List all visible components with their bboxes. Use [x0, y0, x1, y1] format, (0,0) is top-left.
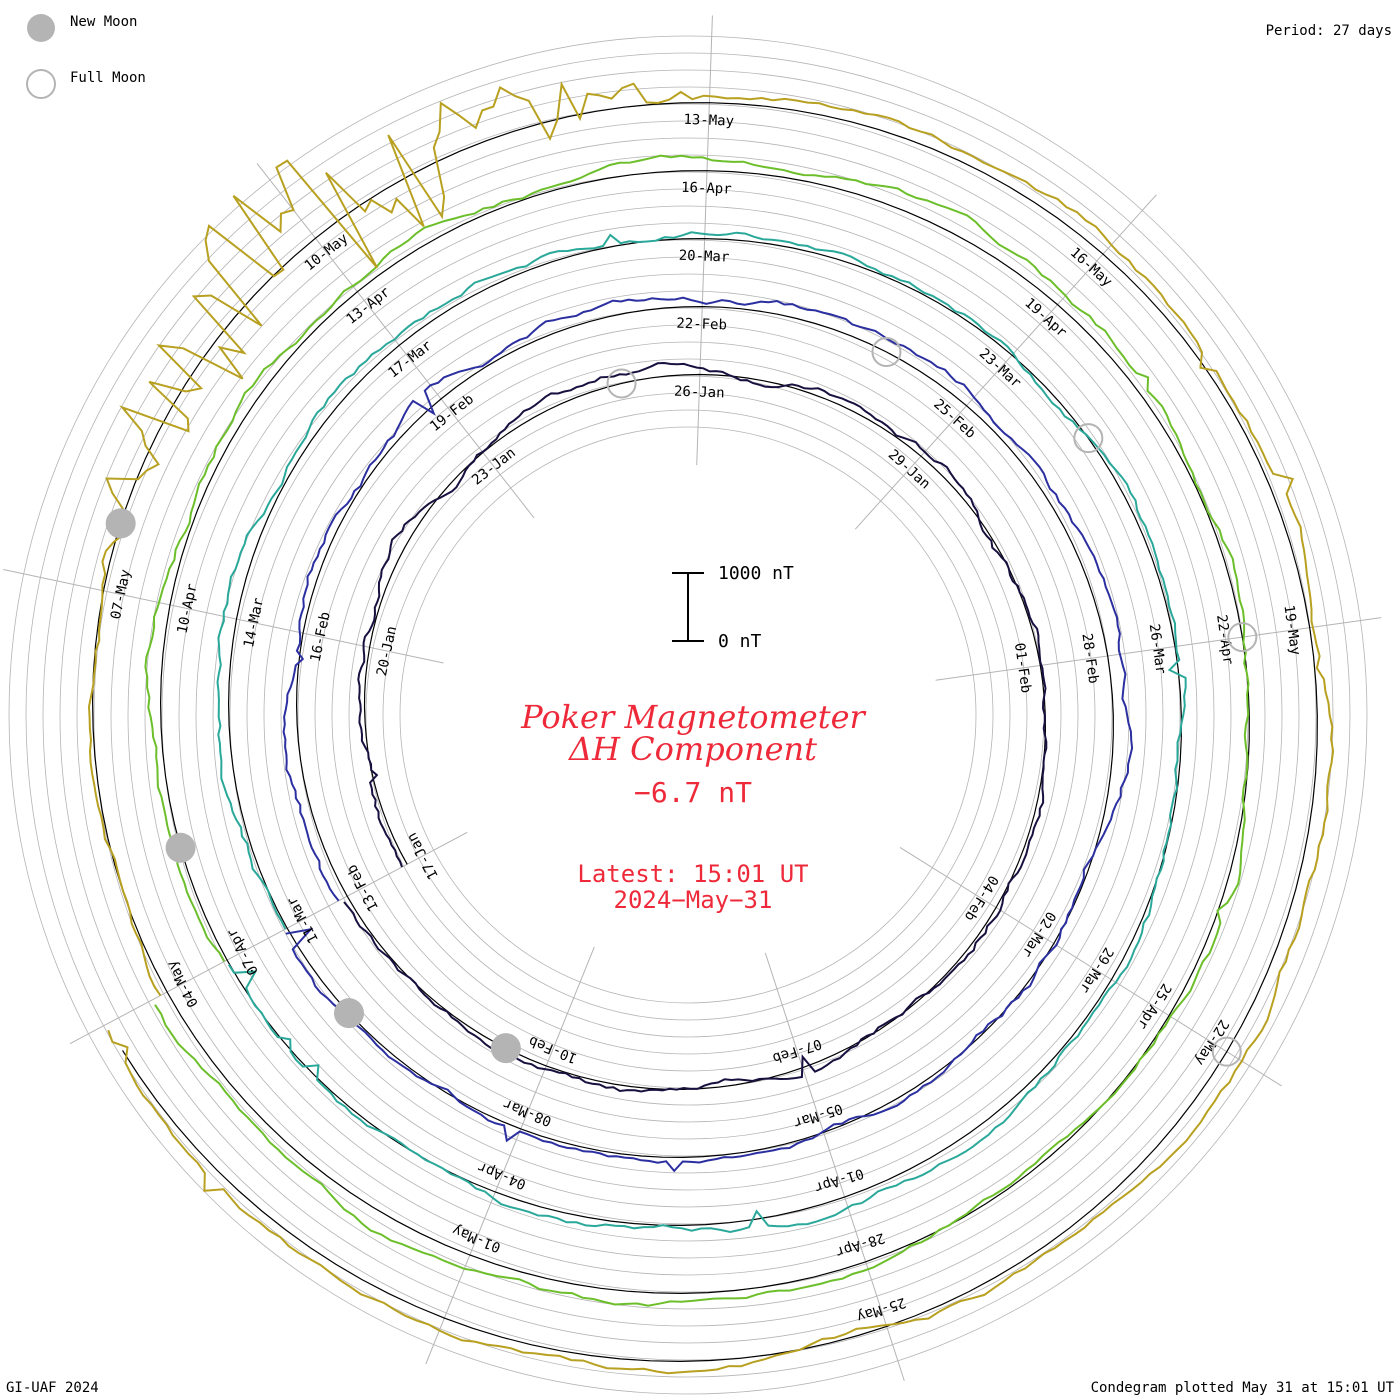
date-tick-label: 16-Apr [681, 180, 732, 198]
grid-ring [399, 426, 977, 1004]
date-tick-label: 10-Apr [174, 582, 200, 635]
date-tick-label: 07-Feb [770, 1035, 823, 1066]
new-moon-marker [165, 832, 196, 863]
day-spoke [899, 847, 1282, 1087]
chart-title: Poker Magnetometer [521, 698, 865, 736]
new-moon-marker [333, 998, 364, 1029]
date-tick-label: 13-Apr [344, 284, 394, 328]
date-tick-label: 02-Mar [1018, 908, 1058, 959]
grid-ring [246, 273, 1130, 1157]
full-moon-marker [1073, 423, 1104, 454]
scale-bar [672, 572, 704, 642]
date-tick-label: 25-Apr [1134, 980, 1174, 1031]
scale-top-label: 1000 nT [718, 563, 794, 584]
grid-ring [212, 239, 1164, 1191]
data-trace-series [216, 231, 1187, 1234]
date-tick-label: 14-Mar [241, 596, 267, 649]
grid-rings [8, 35, 1368, 1395]
date-tick-label: 28-Feb [1078, 632, 1101, 684]
data-trace-series [87, 81, 1335, 1375]
day-spoke [854, 194, 1157, 530]
data-traces [87, 81, 1335, 1375]
grid-ring [229, 256, 1147, 1174]
day-spoke [935, 617, 1382, 681]
grid-ring [25, 52, 1351, 1378]
date-tick-label: 13-May [683, 112, 734, 130]
grid-ring [93, 120, 1283, 1310]
date-tick-label: 22-Apr [1213, 614, 1236, 666]
grid-ring [195, 222, 1181, 1208]
data-trace-series [282, 296, 1134, 1173]
date-tick-label: 23-Mar [976, 346, 1024, 392]
day-spoke [425, 946, 595, 1365]
grid-ring [144, 171, 1232, 1259]
day-spoke [256, 163, 535, 519]
full-moon-marker [1227, 622, 1258, 653]
grid-ring [382, 409, 994, 1021]
grid-ring [297, 324, 1079, 1106]
date-tick-label: 16-Feb [308, 611, 334, 664]
date-tick-label: 25-May [855, 1294, 908, 1325]
full-moon-legend-icon [26, 69, 56, 99]
date-tick-label: 26-Jan [674, 384, 725, 402]
footer-credit: GI-UAF 2024 [6, 1380, 99, 1396]
date-tick-label: 20-Mar [678, 248, 729, 266]
date-tick-label: 25-Feb [930, 396, 978, 442]
date-tick-label: 19-Apr [1021, 295, 1069, 341]
date-tick-label: 19-May [1280, 604, 1303, 656]
day-spoke [764, 952, 905, 1381]
grid-ring [161, 188, 1215, 1242]
data-trace-series [144, 154, 1250, 1307]
date-tick-label: 01-Apr [812, 1165, 865, 1196]
grid-ring [348, 375, 1028, 1055]
day-spoke [69, 831, 468, 1045]
grid-ring [76, 103, 1300, 1327]
full-moon-marker [1211, 1036, 1242, 1067]
current-value: −6.7 nT [633, 776, 752, 809]
grid-ring [8, 35, 1368, 1395]
latest-date: 2024−May−31 [613, 886, 773, 914]
date-tick-label: 16-May [1067, 245, 1115, 291]
grid-ring [280, 307, 1096, 1123]
new-moon-marker [105, 508, 136, 539]
date-tick-label: 22-Feb [676, 316, 727, 334]
grid-ring [59, 86, 1317, 1344]
data-trace-series [343, 361, 1048, 1093]
date-tick-label: 26-Mar [1146, 623, 1169, 675]
date-tick-label: 10-May [302, 230, 352, 274]
grid-ring [42, 69, 1334, 1361]
new-moon-marker [490, 1033, 521, 1064]
date-tick-label: 05-Mar [791, 1100, 844, 1131]
new-moon-legend-icon [27, 14, 55, 42]
grid-ring [263, 290, 1113, 1140]
day-spoke [696, 15, 713, 466]
date-tick-label: 07-May [108, 568, 134, 621]
grid-ring [365, 392, 1011, 1038]
grid-ring [110, 137, 1266, 1293]
full-moon-marker [871, 337, 902, 368]
grid-ring [178, 205, 1198, 1225]
date-tick-label: 28-Apr [834, 1229, 887, 1260]
full-moon-marker [606, 368, 637, 399]
footer-plotted: Condegram plotted May 31 at 15:01 UT [1090, 1380, 1394, 1396]
scale-bottom-label: 0 nT [718, 631, 762, 652]
date-tick-label: 01-Feb [1011, 642, 1034, 694]
date-tick-label: 22-May [1191, 1016, 1231, 1067]
full-moon-legend-label: Full Moon [70, 70, 146, 86]
period-label: Period: 27 days [1265, 23, 1392, 39]
date-tick-label: 20-Jan [374, 625, 400, 678]
latest-time: Latest: 15:01 UT [577, 860, 809, 888]
moon-markers [105, 337, 1258, 1067]
chart-subtitle: ΔH Component [568, 730, 818, 768]
new-moon-legend-label: New Moon [70, 14, 138, 30]
